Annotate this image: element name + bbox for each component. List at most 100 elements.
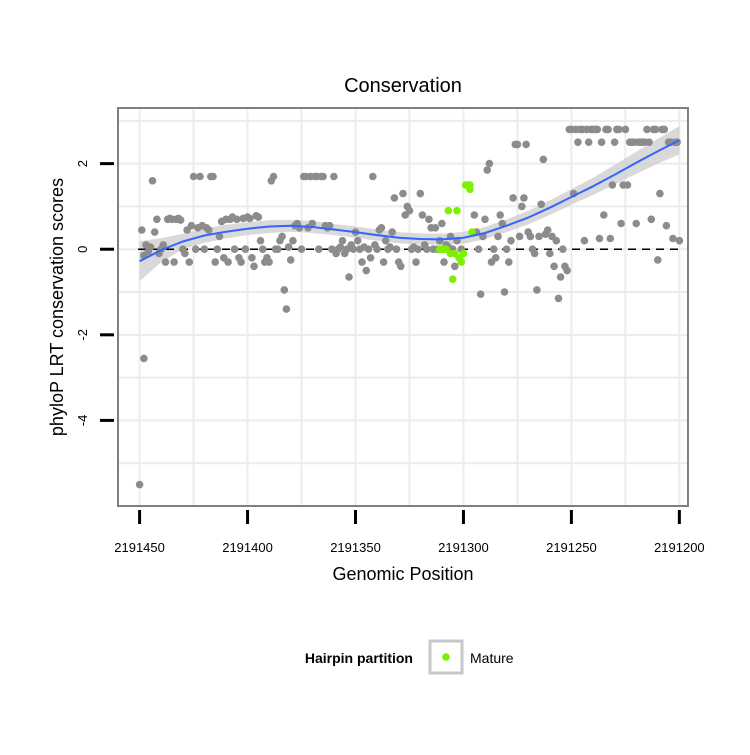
other-point xyxy=(213,245,222,253)
other-point xyxy=(669,234,677,243)
other-point xyxy=(189,172,198,181)
other-point xyxy=(507,236,515,245)
other-point xyxy=(520,194,528,202)
x-tick-label: 2191450 xyxy=(114,540,165,555)
other-point xyxy=(485,159,494,168)
other-point xyxy=(584,138,593,146)
other-point xyxy=(489,245,498,253)
other-point xyxy=(140,354,148,363)
other-point xyxy=(595,234,604,243)
other-point xyxy=(248,253,256,262)
other-point xyxy=(600,211,608,219)
plot-panel-background xyxy=(118,108,688,506)
other-point xyxy=(200,245,209,253)
other-point xyxy=(388,228,397,236)
other-point xyxy=(537,200,545,209)
other-point xyxy=(289,236,297,245)
other-point xyxy=(265,258,273,266)
legend-mature-marker xyxy=(442,653,450,661)
other-point xyxy=(483,166,492,174)
other-point xyxy=(656,189,664,198)
other-point xyxy=(643,125,651,134)
other-point xyxy=(336,243,345,251)
other-point xyxy=(209,172,217,181)
other-point xyxy=(258,245,267,253)
other-point xyxy=(530,249,539,258)
other-point xyxy=(550,262,558,271)
y-axis-label: phyloP LRT conservation scores xyxy=(47,178,67,436)
other-point xyxy=(492,253,500,262)
legend-title: Hairpin partition xyxy=(305,650,413,666)
mature-point xyxy=(453,206,461,215)
other-point xyxy=(423,245,431,253)
other-point xyxy=(386,243,394,251)
other-point xyxy=(204,226,213,234)
other-point xyxy=(556,273,565,281)
other-point xyxy=(278,232,286,241)
other-point xyxy=(412,258,420,266)
other-point xyxy=(191,245,200,253)
other-point xyxy=(381,236,390,245)
other-point xyxy=(390,194,399,202)
other-point xyxy=(211,258,219,266)
other-point xyxy=(284,243,293,251)
other-point xyxy=(552,236,561,245)
y-tick-label: -2 xyxy=(75,329,90,341)
other-point xyxy=(615,125,623,134)
other-point xyxy=(440,258,448,266)
other-point xyxy=(379,258,388,266)
other-point xyxy=(513,140,522,149)
other-point xyxy=(431,224,440,232)
other-point xyxy=(608,181,617,189)
smooth-confidence-band xyxy=(139,126,680,282)
other-point xyxy=(230,245,239,253)
other-point xyxy=(254,213,263,221)
x-axis-ticks: 2191450 2191400 2191350 2191300 2191250 21912… xyxy=(114,510,705,555)
other-point xyxy=(502,245,511,253)
other-point xyxy=(187,221,196,230)
other-point xyxy=(245,214,254,223)
other-point xyxy=(241,245,250,253)
other-point xyxy=(233,215,241,224)
other-point xyxy=(274,245,282,253)
other-point xyxy=(494,232,502,241)
other-point xyxy=(196,172,204,181)
other-point xyxy=(498,219,507,228)
other-point xyxy=(617,219,625,228)
legend-mature-label: Mature xyxy=(470,650,514,666)
other-point xyxy=(474,245,483,253)
other-point xyxy=(515,232,524,241)
other-point xyxy=(610,138,619,146)
other-point xyxy=(563,266,571,275)
other-point xyxy=(286,256,295,264)
other-point xyxy=(364,245,373,253)
other-point xyxy=(425,215,433,224)
other-point xyxy=(621,125,630,134)
other-point xyxy=(470,211,479,219)
other-point xyxy=(353,236,362,245)
other-point xyxy=(176,216,185,224)
other-point xyxy=(338,236,347,245)
mature-point xyxy=(448,275,457,284)
other-point xyxy=(170,258,178,266)
other-point xyxy=(392,245,401,253)
other-point xyxy=(522,140,530,149)
other-point xyxy=(319,172,327,181)
other-point xyxy=(500,288,509,296)
other-point xyxy=(373,245,381,253)
other-point xyxy=(451,262,459,271)
other-point xyxy=(654,256,662,264)
other-point xyxy=(675,236,684,245)
other-point xyxy=(526,232,535,241)
y-tick-label: 0 xyxy=(75,246,90,253)
x-axis-label: Genomic Position xyxy=(332,564,473,584)
mature-points xyxy=(435,181,476,284)
other-point xyxy=(535,232,543,241)
other-point xyxy=(185,258,194,266)
other-point xyxy=(533,286,541,294)
other-point xyxy=(647,215,656,224)
x-tick-label: 2191350 xyxy=(330,540,381,555)
other-point xyxy=(554,294,563,303)
